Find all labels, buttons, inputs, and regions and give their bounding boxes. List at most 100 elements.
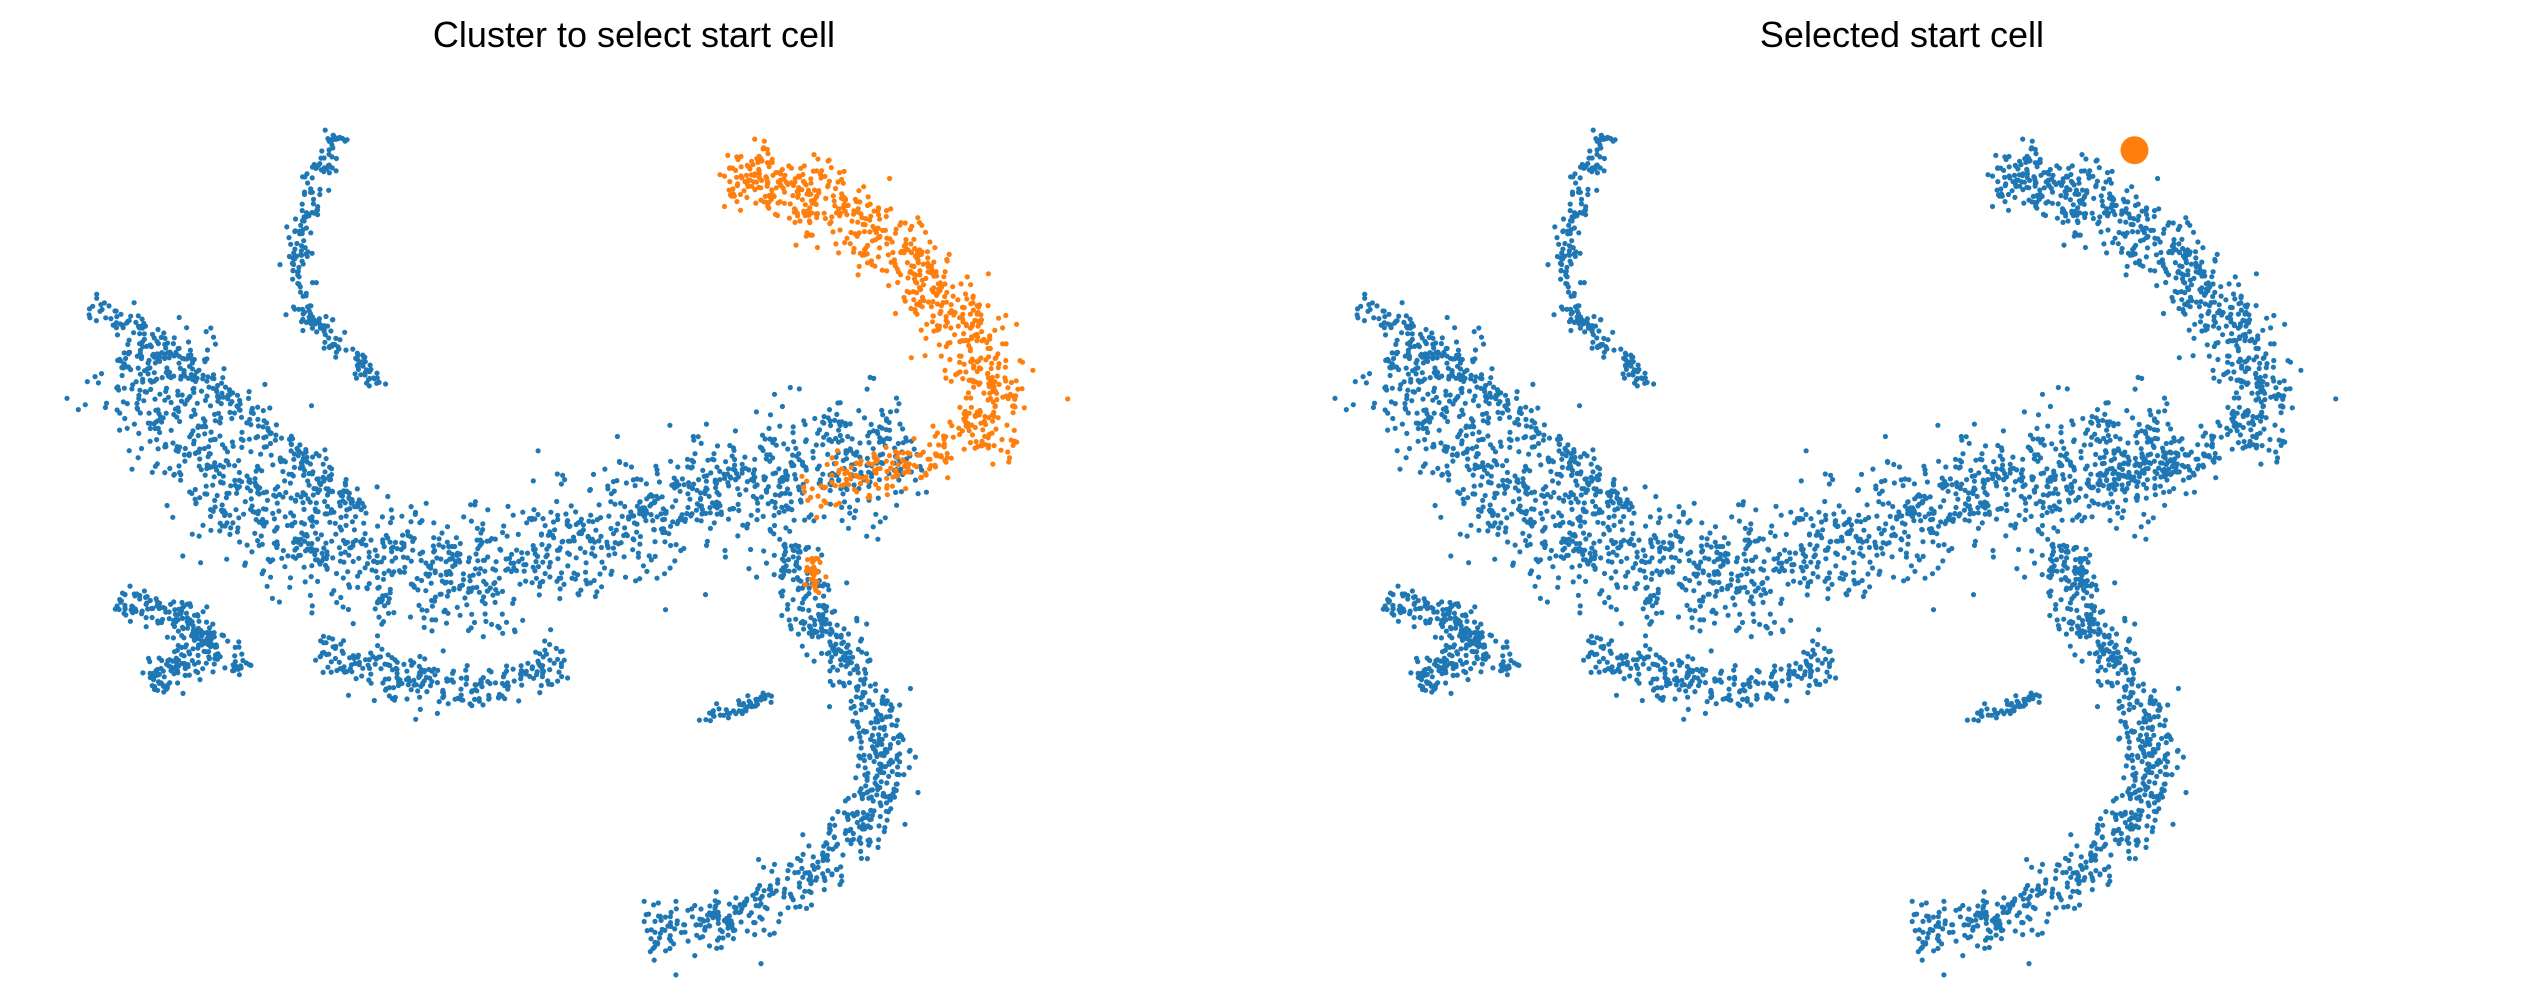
- scatter-point: [301, 506, 307, 512]
- scatter-point: [748, 546, 754, 553]
- scatter-point: [161, 674, 167, 680]
- scatter-point: [1478, 372, 1485, 378]
- scatter-point: [1589, 328, 1595, 334]
- scatter-point: [1560, 246, 1566, 252]
- scatter-point: [918, 327, 924, 333]
- scatter-point: [599, 559, 605, 565]
- scatter-point: [531, 507, 537, 513]
- scatter-point: [1010, 442, 1016, 448]
- scatter-point: [806, 607, 812, 614]
- scatter-point: [192, 411, 198, 417]
- scatter-point: [143, 615, 149, 621]
- scatter-point: [934, 301, 941, 307]
- scatter-point: [554, 578, 560, 584]
- scatter-point: [232, 477, 238, 483]
- scatter-point: [1583, 476, 1589, 482]
- scatter-point: [336, 545, 342, 551]
- scatter-point: [324, 552, 330, 558]
- scatter-point: [880, 460, 886, 466]
- scatter-point: [777, 536, 783, 542]
- scatter-point: [577, 545, 584, 552]
- scatter-point: [540, 559, 546, 565]
- scatter-point: [1861, 527, 1867, 533]
- scatter-point: [1604, 499, 1610, 505]
- scatter-point: [291, 464, 297, 470]
- scatter-point: [180, 690, 186, 697]
- scatter-point: [835, 439, 842, 445]
- scatter-point: [429, 628, 435, 634]
- scatter-point: [305, 249, 311, 255]
- scatter-point: [315, 536, 321, 542]
- scatter-point: [1472, 378, 1478, 384]
- scatter-point: [632, 483, 638, 489]
- scatter-point: [814, 514, 820, 521]
- scatter-point: [399, 513, 405, 519]
- scatter-point: [408, 519, 414, 525]
- scatter-point: [308, 548, 314, 554]
- scatter-point: [646, 911, 652, 917]
- scatter-point: [443, 579, 450, 585]
- scatter-point: [761, 548, 767, 554]
- scatter-point: [851, 515, 857, 521]
- scatter-point: [440, 544, 446, 550]
- scatter-point: [900, 736, 906, 743]
- scatter-point: [540, 578, 546, 585]
- scatter-point: [725, 715, 732, 721]
- scatter-point: [722, 554, 729, 560]
- scatter-point: [1597, 466, 1603, 472]
- scatter-point: [524, 550, 531, 556]
- scatter-point: [851, 667, 857, 673]
- scatter-point: [800, 171, 806, 178]
- scatter-point: [1493, 392, 1499, 398]
- scatter-point: [1587, 148, 1593, 154]
- scatter-point: [286, 235, 292, 241]
- scatter-point: [833, 632, 839, 638]
- scatter-point: [320, 669, 326, 676]
- scatter-point: [646, 493, 652, 499]
- scatter-point: [785, 868, 791, 874]
- scatter-point: [802, 517, 808, 523]
- scatter-point: [1378, 322, 1384, 328]
- scatter-point: [1576, 321, 1582, 327]
- scatter-point: [863, 729, 870, 735]
- scatter-point: [840, 852, 846, 858]
- scatter-point: [368, 366, 374, 373]
- scatter-point: [638, 477, 644, 483]
- scatter-point: [1374, 303, 1380, 309]
- scatter-point: [419, 607, 425, 613]
- scatter-point: [734, 154, 740, 160]
- scatter-point: [1573, 180, 1579, 186]
- right-scatter-plot: [1332, 127, 2339, 978]
- scatter-point: [962, 338, 968, 344]
- scatter-point: [428, 580, 434, 586]
- scatter-point: [210, 385, 216, 391]
- scatter-point: [832, 203, 838, 209]
- scatter-point: [871, 758, 877, 765]
- scatter-point: [156, 671, 162, 677]
- scatter-point: [446, 588, 452, 595]
- scatter-point: [145, 366, 151, 372]
- scatter-point: [195, 645, 201, 651]
- scatter-point: [713, 485, 719, 491]
- scatter-point: [673, 498, 679, 504]
- scatter-point: [248, 449, 254, 455]
- scatter-point: [833, 843, 839, 849]
- scatter-point: [648, 936, 654, 942]
- scatter-point: [792, 472, 798, 478]
- scatter-point: [338, 527, 344, 533]
- scatter-point: [830, 193, 836, 199]
- scatter-point: [544, 546, 550, 552]
- series-1-points: [717, 136, 1071, 596]
- scatter-point: [806, 212, 812, 218]
- scatter-point: [87, 315, 93, 321]
- scatter-point: [365, 377, 371, 383]
- scatter-point: [610, 531, 617, 537]
- scatter-point: [163, 441, 169, 447]
- scatter-point: [776, 919, 782, 925]
- scatter-point: [837, 881, 843, 888]
- scatter-point: [170, 514, 176, 520]
- scatter-point: [937, 288, 943, 294]
- scatter-point: [337, 337, 343, 343]
- scatter-point: [578, 529, 584, 535]
- scatter-point: [877, 725, 883, 731]
